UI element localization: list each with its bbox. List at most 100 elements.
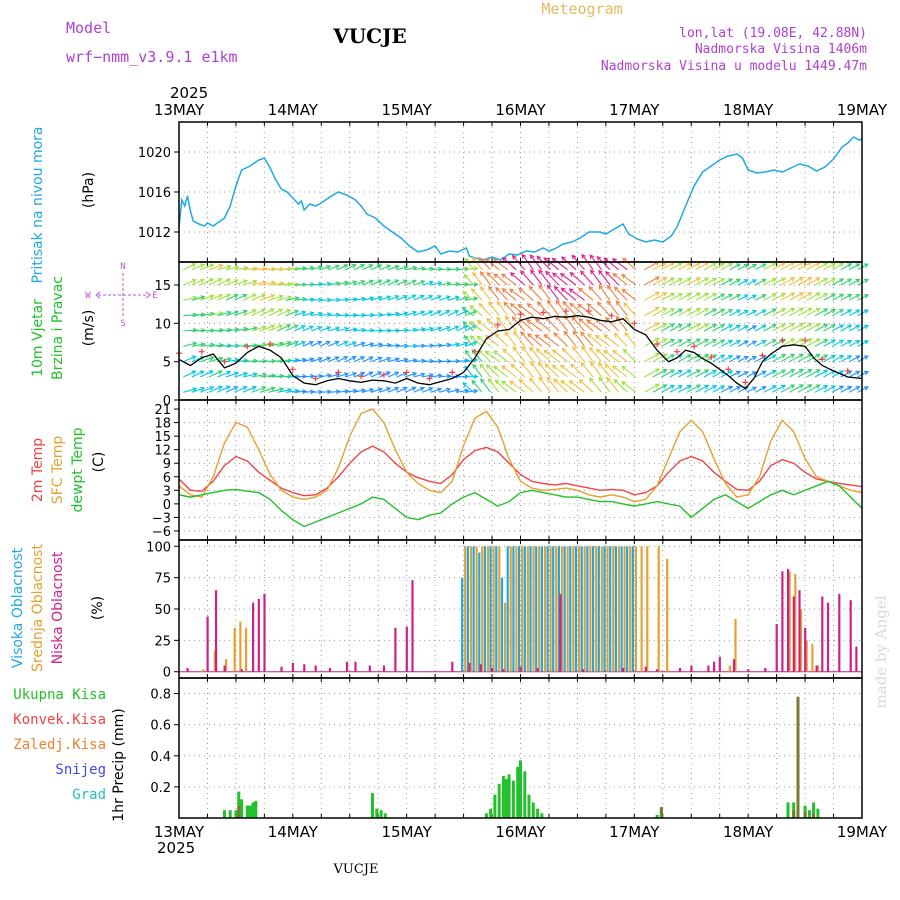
wind-arrow-head [605, 316, 610, 322]
wind-arrow [430, 327, 442, 332]
precip-legend: Ukupna Kisa Konvek.Kisa Zaledj.Kisa Snij… [13, 687, 106, 803]
wind-arrow-head [598, 376, 604, 382]
wind-arrow-head [704, 354, 710, 359]
wind-arrow-head [261, 385, 267, 391]
wind-gust-marker [244, 343, 251, 350]
cloud-low-bar [468, 662, 471, 672]
wind-gust-marker [335, 369, 342, 376]
cloud-high-axis-label: Visoka Oblacnost [10, 547, 26, 668]
wind-arrow-head [343, 340, 349, 346]
wind-arrow-head [823, 323, 829, 329]
wind-arrow-head [493, 273, 499, 279]
wind-arrow [469, 305, 483, 317]
wind-arrow-head [209, 386, 215, 391]
wind-arrow [553, 378, 568, 393]
wind-arrow [763, 324, 777, 332]
wind-arrow [234, 328, 248, 332]
wind-arrow-head [473, 296, 479, 302]
wind-arrow [644, 291, 660, 301]
wind-arrow [294, 341, 306, 347]
wind-arrow-head [863, 324, 869, 330]
wind-arrow [302, 325, 314, 332]
wind-arrow [379, 313, 391, 317]
wind-arrow-head [351, 264, 357, 269]
wind-arrow-head [712, 369, 718, 375]
wind-arrow [814, 385, 828, 393]
wind-arrow [396, 266, 408, 271]
wind-arrow-head [326, 356, 332, 362]
wind-arrow [439, 375, 451, 378]
cloud-mid-bar [481, 546, 484, 672]
wind-arrow [686, 384, 701, 393]
wind-arrow-head [855, 263, 861, 268]
wind-arrow-head [261, 325, 267, 330]
wind-arrow-head [621, 365, 627, 371]
wind-arrow [478, 257, 491, 271]
wind-arrow-head [728, 324, 734, 329]
wind-arrow [259, 387, 275, 393]
wind-arrow-head [752, 356, 758, 361]
wind-arrow-head [670, 262, 676, 267]
cloud-high-bar [472, 546, 475, 672]
wind-arrow-head [225, 293, 232, 299]
wind-arrow [545, 317, 560, 332]
wind-arrow-head [596, 301, 602, 307]
wind-arrow [285, 297, 299, 301]
wind-arrow-head [743, 294, 749, 299]
cloud-low-bar [394, 627, 397, 672]
wind-arrow-head [728, 385, 734, 391]
wind-arrow-head [847, 386, 853, 391]
wind-arrow [456, 283, 469, 286]
wind-arrow [806, 369, 820, 378]
wind-arrow-head [233, 279, 239, 284]
wind-arrow-head [831, 339, 837, 344]
wind-arrow [840, 278, 852, 286]
wind-arrow-head [614, 286, 619, 292]
wind-arrow [462, 306, 474, 317]
wind-arrow-head [191, 370, 197, 375]
wind-arrow [652, 323, 667, 332]
cloud-low-bar [479, 664, 482, 672]
wind-arrow-head [455, 373, 461, 379]
wind-arrow-head [369, 342, 375, 347]
wind-arrow-head [445, 295, 451, 300]
wind-arrow [285, 324, 298, 332]
wind-arrow [456, 268, 469, 271]
wind-arrow [840, 355, 852, 363]
wind-arrow [686, 338, 701, 347]
wind-arrow [720, 309, 733, 317]
precip-convective-bar [796, 696, 800, 818]
wind-arrow [469, 321, 483, 332]
wind-gust-marker [654, 341, 661, 348]
wind-arrow [857, 263, 869, 271]
wind-arrow-head [752, 264, 758, 269]
wind-arrow [208, 385, 223, 393]
wind-gust-marker [380, 371, 387, 378]
wind-arrow-head [606, 377, 612, 382]
precip-total-bar [234, 810, 238, 818]
wind-arrow [840, 324, 852, 332]
wind-arrow-head [335, 372, 341, 378]
wind-arrow-head [855, 294, 861, 299]
wind-arrow-head [535, 348, 541, 353]
wind-arrow-head [823, 293, 829, 298]
cloud-high-bar [466, 546, 469, 672]
wind-arrow [251, 326, 266, 332]
wind-arrow [439, 282, 451, 286]
wind-arrow [729, 340, 741, 347]
wind-arrow-head [335, 326, 341, 332]
wind-arrow-head [278, 324, 284, 329]
wind-arrow [319, 282, 331, 286]
wind-arrow-head [736, 278, 742, 284]
wind-arrow-head [815, 292, 821, 297]
wind-arrow-head [471, 379, 477, 385]
wind-arrow-head [863, 294, 869, 299]
wind-arrow-head [815, 323, 821, 328]
wind-arrow-head [781, 354, 787, 359]
precip-total-bar [237, 791, 241, 818]
legend-freezing-rain: Zaledj.Kisa [13, 737, 106, 753]
wind-arrow [580, 331, 594, 347]
wind-arrow-head [562, 300, 568, 306]
wind-arrow [370, 296, 383, 301]
wind-arrow [208, 370, 223, 378]
